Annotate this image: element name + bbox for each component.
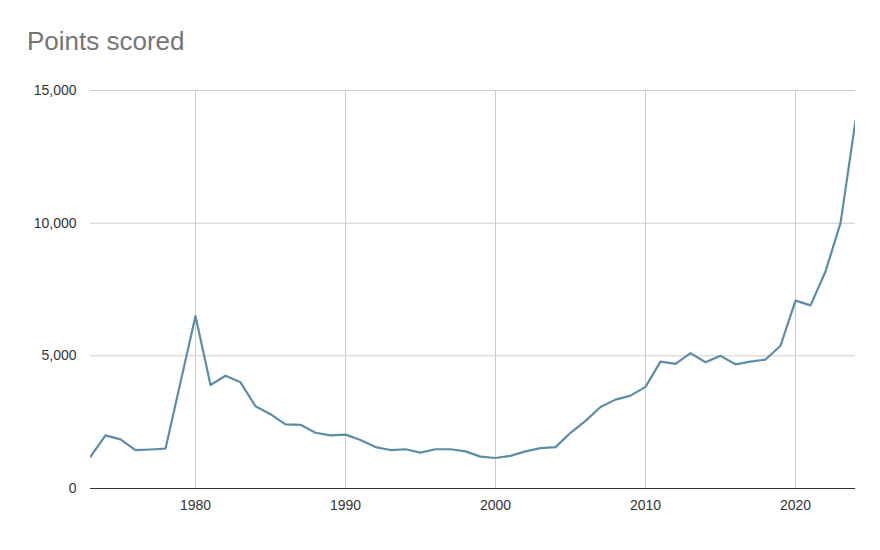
html-text:Points scored: Points scored: [27, 26, 185, 56]
svg-text:15,000: 15,000: [34, 82, 77, 98]
svg-text:2000: 2000: [480, 497, 511, 513]
svg-text:10,000: 10,000: [34, 215, 77, 231]
svg-text:0: 0: [69, 480, 77, 496]
svg-text:2010: 2010: [630, 497, 661, 513]
svg-text:5,000: 5,000: [41, 347, 76, 363]
svg-text:1980: 1980: [180, 497, 211, 513]
svg-text:1990: 1990: [330, 497, 361, 513]
svg-text:2020: 2020: [780, 497, 811, 513]
